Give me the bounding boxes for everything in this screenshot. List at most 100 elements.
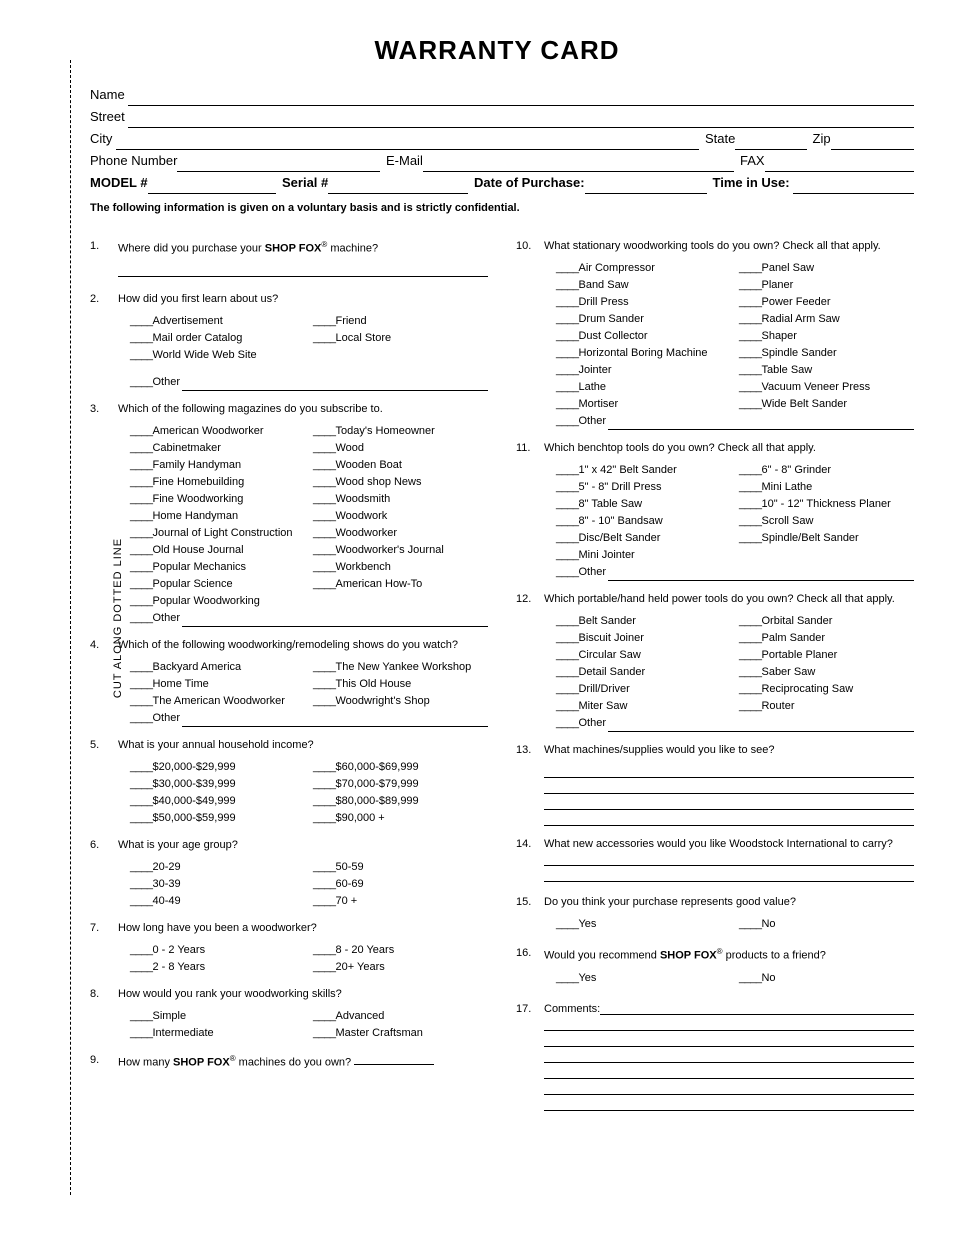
q1-blank[interactable] [118,263,488,277]
q10-option[interactable]: Drum Sander [556,311,731,328]
q17-blank-2[interactable] [544,1033,914,1047]
blank-email[interactable] [423,157,734,172]
q3-option[interactable]: Old House Journal [130,542,305,559]
q12-option[interactable]: Drill/Driver [556,681,731,698]
q11-option[interactable]: 8" - 10" Bandsaw [556,513,731,530]
q15-yes[interactable]: Yes [556,916,731,933]
q3-option[interactable]: Home Handyman [130,508,305,525]
q3-option[interactable]: Popular Mechanics [130,559,305,576]
q11-option[interactable]: Spindle/Belt Sander [739,530,914,547]
q4-other[interactable]: Other [130,710,488,727]
q10-option[interactable]: Jointer [556,362,731,379]
blank-fax[interactable] [765,157,914,172]
blank-zip[interactable] [831,135,914,150]
q10-option[interactable]: Drill Press [556,294,731,311]
blank-serial[interactable] [328,179,468,194]
q3-option[interactable]: Fine Woodworking [130,491,305,508]
q3-other[interactable]: Other [130,610,488,627]
q10-option[interactable]: Lathe [556,379,731,396]
q10-option[interactable]: Band Saw [556,277,731,294]
q4-option[interactable]: The New Yankee Workshop [313,659,488,676]
q11-option[interactable]: Scroll Saw [739,513,914,530]
q3-option[interactable]: Woodworker [313,525,488,542]
blank-street[interactable] [128,113,914,128]
q3-option[interactable]: Fine Homebuilding [130,474,305,491]
q3-option[interactable]: Journal of Light Construction [130,525,305,542]
q12-option[interactable]: Portable Planer [739,647,914,664]
q5-option[interactable]: $90,000 + [313,810,488,827]
q17-blank-3[interactable] [544,1049,914,1063]
q3-option[interactable]: Wood [313,440,488,457]
q17-blank-1[interactable] [544,1017,914,1031]
q4-option[interactable]: This Old House [313,676,488,693]
q11-option[interactable]: 6" - 8" Grinder [739,462,914,479]
q13-blank-3[interactable] [544,796,914,810]
q2-other[interactable]: Other [130,374,488,391]
q10-other[interactable]: Other [556,413,914,430]
q12-option[interactable]: Detail Sander [556,664,731,681]
q5-option[interactable]: $80,000-$89,999 [313,793,488,810]
q16-no[interactable]: No [739,970,914,987]
q5-option[interactable]: $60,000-$69,999 [313,759,488,776]
q15-no[interactable]: No [739,916,914,933]
q6-option[interactable]: 40-49 [130,893,305,910]
q3-option[interactable]: Wood shop News [313,474,488,491]
blank-dop[interactable] [585,179,707,194]
q17-blank-0[interactable] [600,1003,914,1015]
q6-option[interactable]: 20-29 [130,859,305,876]
q10-option[interactable]: Power Feeder [739,294,914,311]
q3-option[interactable]: Wooden Boat [313,457,488,474]
q3-option[interactable]: Today's Homeowner [313,423,488,440]
q6-option[interactable]: 70 + [313,893,488,910]
q3-option[interactable]: Popular Woodworking [130,593,305,610]
q10-option[interactable]: Planer [739,277,914,294]
q11-option[interactable]: 10" - 12" Thickness Planer [739,496,914,513]
q8-option[interactable]: Intermediate [130,1025,305,1042]
q11-option[interactable]: 1" x 42" Belt Sander [556,462,731,479]
q5-option[interactable]: $70,000-$79,999 [313,776,488,793]
q5-option[interactable]: $20,000-$29,999 [130,759,305,776]
q5-option[interactable]: $30,000-$39,999 [130,776,305,793]
q5-option[interactable]: $50,000-$59,999 [130,810,305,827]
q13-blank-2[interactable] [544,780,914,794]
blank-name[interactable] [128,91,914,106]
q17-blank-6[interactable] [544,1097,914,1111]
q12-option[interactable]: Reciprocating Saw [739,681,914,698]
blank-state[interactable] [735,135,806,150]
q2-option[interactable]: Advertisement [130,313,305,330]
q7-option[interactable]: 2 - 8 Years [130,959,305,976]
q4-option[interactable]: Woodwright's Shop [313,693,488,710]
q4-option[interactable]: Backyard America [130,659,305,676]
q10-option[interactable]: Shaper [739,328,914,345]
q14-blank-1[interactable] [544,852,914,866]
q8-option[interactable]: Simple [130,1008,305,1025]
q7-option[interactable]: 8 - 20 Years [313,942,488,959]
q10-option[interactable]: Wide Belt Sander [739,396,914,413]
q17-blank-4[interactable] [544,1065,914,1079]
q2-option[interactable]: Mail order Catalog [130,330,305,347]
q12-option[interactable]: Saber Saw [739,664,914,681]
q11-option[interactable]: Mini Lathe [739,479,914,496]
q12-option[interactable]: Biscuit Joiner [556,630,731,647]
q3-option[interactable]: Popular Science [130,576,305,593]
q10-option[interactable]: Panel Saw [739,260,914,277]
q3-option[interactable]: Workbench [313,559,488,576]
q12-option[interactable]: Circular Saw [556,647,731,664]
q6-option[interactable]: 60-69 [313,876,488,893]
q12-option[interactable]: Orbital Sander [739,613,914,630]
q10-option[interactable]: Air Compressor [556,260,731,277]
q6-option[interactable]: 50-59 [313,859,488,876]
q3-option[interactable]: Family Handyman [130,457,305,474]
q3-option[interactable]: Woodsmith [313,491,488,508]
q7-option[interactable]: 0 - 2 Years [130,942,305,959]
q13-blank-1[interactable] [544,764,914,778]
q4-option[interactable]: Home Time [130,676,305,693]
q13-blank-4[interactable] [544,812,914,826]
q3-option[interactable]: American Woodworker [130,423,305,440]
q12-option[interactable]: Palm Sander [739,630,914,647]
q12-option[interactable]: Miter Saw [556,698,731,715]
q10-option[interactable]: Vacuum Veneer Press [739,379,914,396]
blank-model[interactable] [148,179,276,194]
q12-other[interactable]: Other [556,715,914,732]
q14-blank-2[interactable] [544,868,914,882]
